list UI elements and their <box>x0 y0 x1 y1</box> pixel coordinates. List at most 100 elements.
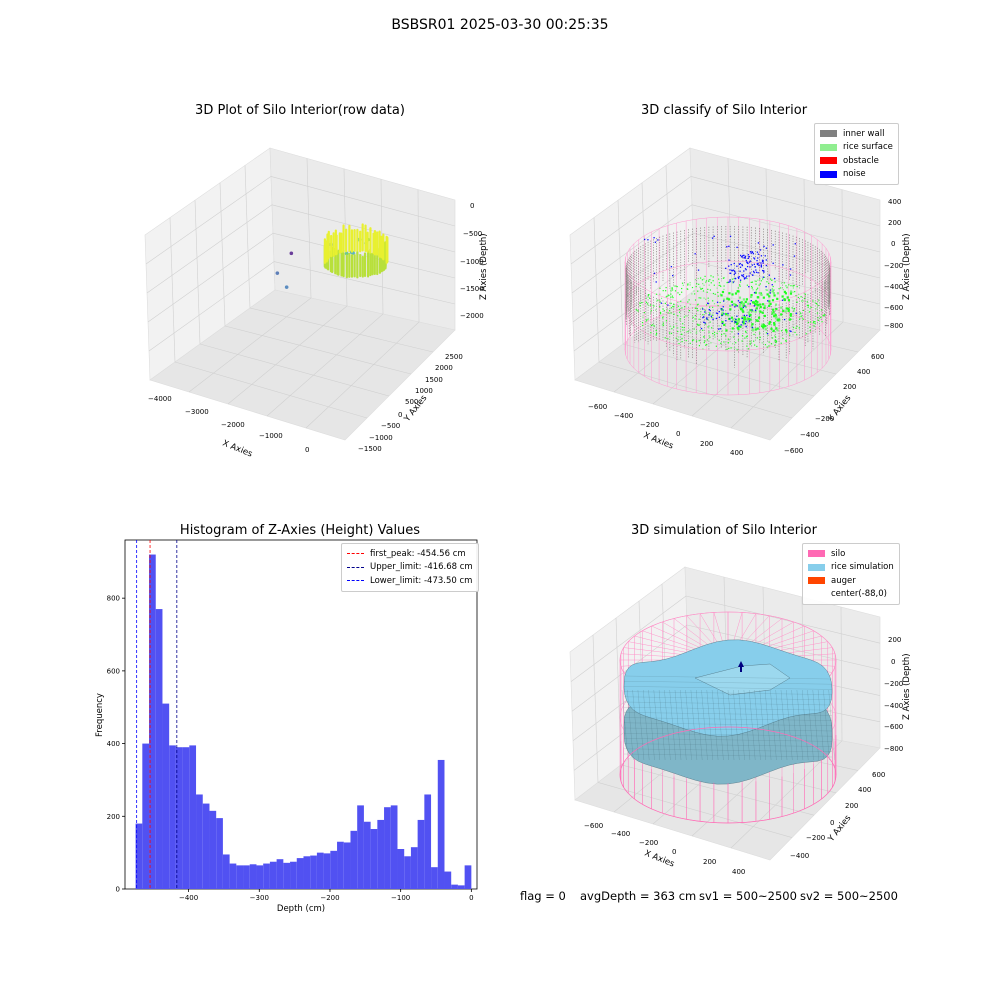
rice-surface-point <box>790 285 792 287</box>
histogram-bar <box>283 862 291 889</box>
noise-point <box>751 326 754 329</box>
noise-point <box>769 292 771 294</box>
histogram-ylabel: Frequency <box>95 693 105 737</box>
rice-surface-point <box>758 284 760 286</box>
noise-point <box>660 302 663 304</box>
noise-point <box>748 286 750 288</box>
rice-surface-point <box>756 337 758 339</box>
rice-surface-point <box>771 279 773 281</box>
noise-point <box>741 264 744 267</box>
rice-surface-point <box>749 343 751 345</box>
rice-surface-point <box>689 284 691 286</box>
rice-surface-point <box>648 305 650 307</box>
data-point <box>351 251 355 255</box>
rice-surface-point <box>670 307 673 309</box>
silo-roof-spoke <box>673 659 729 702</box>
histogram-bar <box>343 842 351 889</box>
rice-surface-point <box>757 316 761 319</box>
rice-surface-point <box>759 310 762 313</box>
rice-surface-point <box>766 281 768 283</box>
grid-line <box>613 297 733 393</box>
rice-surface-point <box>729 308 732 311</box>
rice-surface-point <box>702 314 704 316</box>
noise-point <box>789 268 792 270</box>
noise-point <box>767 300 769 302</box>
legend-label: center(-88,0) <box>831 589 887 600</box>
rice-surface-point <box>794 291 796 293</box>
silo-roof-spoke <box>727 618 783 661</box>
grid-line <box>841 189 844 323</box>
rice-surface-point <box>760 280 762 282</box>
rice-surface-point <box>758 292 761 295</box>
rice-surface-point <box>694 315 696 317</box>
rice-surface-point <box>708 302 710 305</box>
rice-surface-point <box>803 309 805 312</box>
rice-surface-point <box>688 310 691 312</box>
noise-point <box>745 259 747 262</box>
rice-surface-point <box>700 288 702 290</box>
rice-surface-point <box>673 306 675 308</box>
legend-label: rice simulation <box>831 562 894 573</box>
rice-surface-point <box>677 292 679 294</box>
grid-line <box>686 624 881 670</box>
rice-surface-point <box>712 276 714 278</box>
histogram-bar <box>370 829 378 889</box>
rice-surface-point <box>728 292 731 295</box>
noise-point <box>754 266 757 268</box>
rice-surface-point <box>670 302 672 304</box>
rice-surface-point <box>792 291 794 293</box>
rice-surface-point <box>821 321 823 323</box>
rice-surface-point <box>649 297 651 299</box>
rice-mesh-line <box>733 689 740 761</box>
legend-item: inner wall <box>820 127 893 141</box>
silo-roof-spoke <box>662 621 729 661</box>
rice-surface-point <box>695 306 697 308</box>
rice-surface-point <box>735 319 738 323</box>
noise-point <box>723 313 725 315</box>
noise-point <box>733 262 735 265</box>
noise-point <box>739 270 741 272</box>
rice-surface-point <box>734 320 737 324</box>
noise-point <box>741 275 744 277</box>
rice-surface-point <box>796 286 798 288</box>
rice-surface-point <box>730 347 732 349</box>
rice-surface-point <box>698 283 700 285</box>
rice-surface-point <box>729 304 732 308</box>
rice-surface-point <box>697 277 699 280</box>
panel2-ytick: 600 <box>871 353 884 361</box>
panel2-ztick: 0 <box>891 240 895 248</box>
rice-surface-point <box>668 294 670 297</box>
rice-surface-point <box>741 302 744 305</box>
silo-roof-spoke <box>727 659 770 705</box>
histogram-bar <box>410 847 418 889</box>
noise-point <box>745 320 747 323</box>
noise-point <box>711 237 714 239</box>
histogram-ytick-label: 600 <box>107 667 120 675</box>
rice-mesh-line <box>653 689 660 761</box>
rice-surface-point <box>762 325 765 328</box>
rice-surface-point <box>761 303 765 306</box>
rice-surface-point <box>786 287 788 289</box>
panel4-xtick: −400 <box>611 830 630 838</box>
rice-surface-point <box>668 310 671 312</box>
rice-surface-point <box>705 281 707 284</box>
rice-mesh-line <box>623 681 833 685</box>
rice-surface-point <box>796 312 798 314</box>
panel4-ytick: 200 <box>845 802 858 810</box>
rice-mesh-line <box>623 696 833 700</box>
rice-surface-point <box>793 284 795 287</box>
legend-swatch <box>808 550 825 558</box>
rice-surface-point <box>681 291 683 293</box>
legend-item: center(-88,0) <box>808 588 894 602</box>
rice-mesh-line <box>623 691 833 695</box>
panel4-ztick: −200 <box>884 680 903 688</box>
rice-surface-point <box>705 318 708 320</box>
noise-point <box>763 270 765 272</box>
rice-surface-point <box>737 318 740 321</box>
noise-point <box>723 300 725 302</box>
rice-surface-point <box>778 318 781 321</box>
rice-surface-point <box>685 340 687 342</box>
rice-surface-point <box>800 313 802 315</box>
noise-point <box>710 315 713 317</box>
rice-surface-point <box>693 339 695 341</box>
